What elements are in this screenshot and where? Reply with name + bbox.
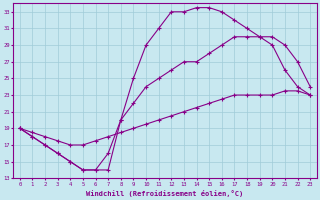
X-axis label: Windchill (Refroidissement éolien,°C): Windchill (Refroidissement éolien,°C) bbox=[86, 190, 244, 197]
